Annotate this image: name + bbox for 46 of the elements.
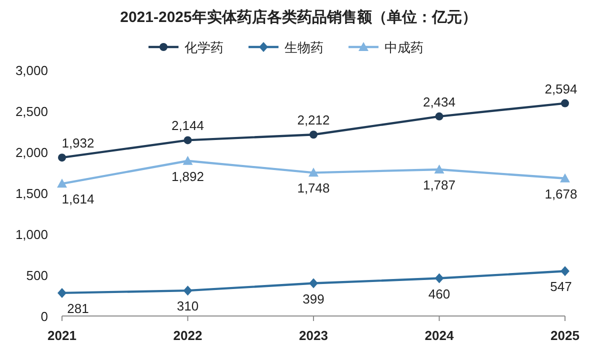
point xyxy=(434,164,444,174)
data-label: 460 xyxy=(428,286,450,302)
data-label: 1,932 xyxy=(62,136,94,151)
y-tick-label: 1,000 xyxy=(15,227,48,242)
y-tick-label: 2,000 xyxy=(15,145,48,160)
x-tick-label: 2025 xyxy=(550,328,580,343)
point xyxy=(560,173,570,182)
point xyxy=(57,178,67,188)
data-label: 1,892 xyxy=(171,168,204,184)
point xyxy=(184,136,192,144)
data-label: 1,748 xyxy=(297,180,330,196)
data-label: 2,212 xyxy=(297,112,330,128)
y-tick-label: 3,000 xyxy=(15,63,48,78)
point xyxy=(310,130,318,139)
point xyxy=(561,99,569,108)
x-tick-label: 2024 xyxy=(424,328,454,343)
point xyxy=(309,278,318,288)
legend-label: 化学药 xyxy=(184,40,224,55)
point xyxy=(183,286,192,296)
data-label: 1,678 xyxy=(544,186,578,202)
point xyxy=(58,288,66,298)
y-tick-label: 2,500 xyxy=(15,104,48,119)
y-tick-label: 500 xyxy=(26,268,48,283)
data-label: 281 xyxy=(67,300,89,316)
y-tick-label: 1,500 xyxy=(15,186,48,201)
data-label: 2,144 xyxy=(171,118,204,134)
x-tick-label: 2022 xyxy=(173,328,202,343)
point xyxy=(58,154,66,162)
data-label: 2,594 xyxy=(544,81,578,96)
point xyxy=(560,266,570,276)
x-tick-label: 2023 xyxy=(299,328,328,343)
data-label: 2,434 xyxy=(422,94,456,110)
legend-label: 生物药 xyxy=(284,40,324,55)
data-label: 399 xyxy=(302,291,324,306)
point xyxy=(434,273,444,284)
data-label: 1,787 xyxy=(422,177,456,192)
legend-label: 中成药 xyxy=(384,40,424,55)
y-tick-label: 0 xyxy=(40,309,48,324)
data-label: 547 xyxy=(550,279,572,294)
data-label: 1,614 xyxy=(62,192,94,207)
point xyxy=(308,168,318,177)
data-label: 310 xyxy=(176,298,199,314)
point xyxy=(182,156,193,165)
x-tick-label: 2021 xyxy=(48,328,76,343)
chart-title: 2021-2025年实体药店各类药品销售额（单位：亿元） xyxy=(120,8,477,26)
point xyxy=(435,112,444,120)
